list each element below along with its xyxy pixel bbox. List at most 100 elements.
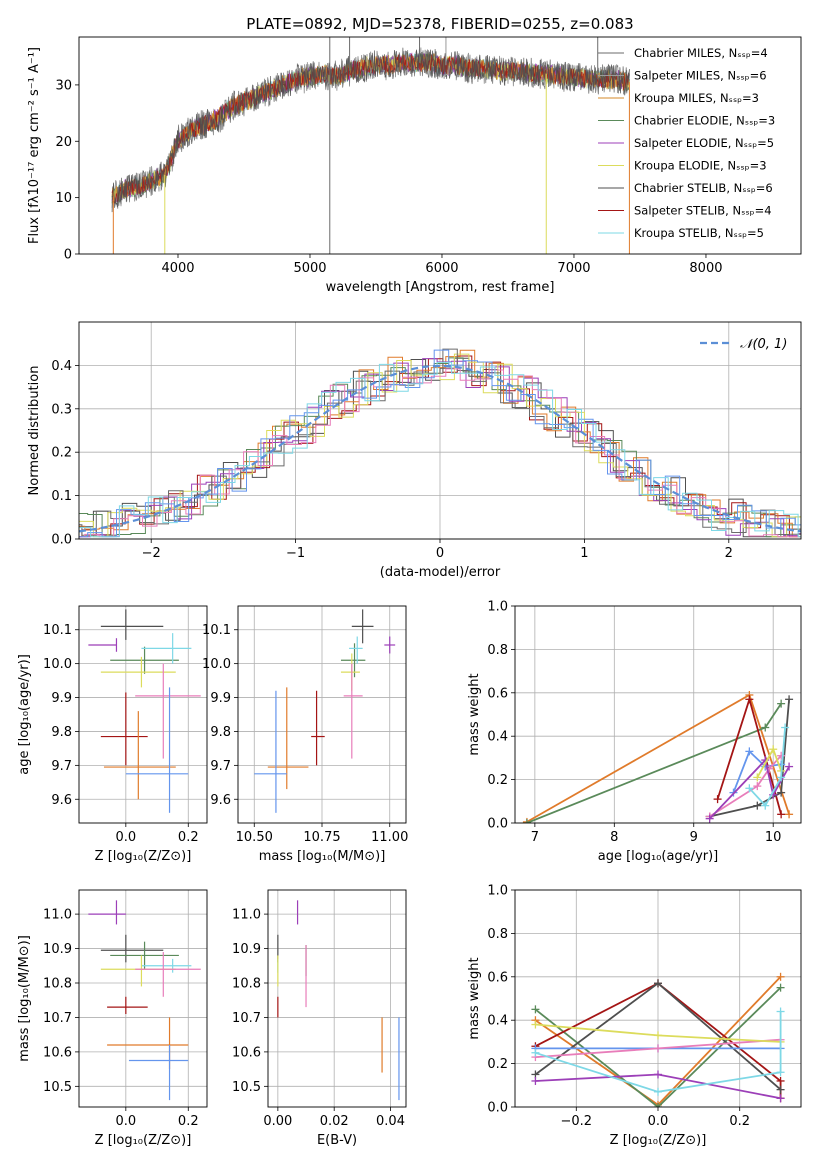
y-axis-label: age [log₁₀(age/yr)] (17, 654, 32, 775)
ticks: 0.0 0.2 10.5 10.6 10.7 10.8 10.9 11.0 (43, 908, 199, 1129)
x-tick-label: 0 (436, 546, 444, 561)
x-axis-label: mass [log₁₀(M/M⊙)] (259, 849, 386, 864)
y-tick-label: 20 (55, 135, 72, 150)
errorbar-point (110, 941, 179, 970)
y-tick-label: 10.1 (43, 623, 72, 638)
x-tick-label: 0.02 (320, 1114, 349, 1129)
residual-histogram (79, 349, 801, 538)
plot-content (111, 37, 630, 254)
weight-series (713, 695, 786, 819)
x-tick-label: 4000 (161, 261, 194, 276)
x-tick-label: −1 (286, 546, 305, 561)
y-tick-label: 10.6 (43, 1045, 72, 1060)
ticks: 0.00 0.02 0.04 10.5 10.6 10.7 10.8 10.9 11.0 (232, 908, 405, 1129)
weight-series (531, 1070, 785, 1103)
axes-age_vs_Z: 0.0 0.2 9.6 9.7 9.8 9.9 10.0 10.1 Z [log₁₀(Z/Z⊙)… (17, 605, 208, 864)
errorbar-point (343, 663, 363, 759)
plot-content (88, 609, 201, 813)
x-tick-label: 10.75 (303, 830, 340, 845)
figure-title: PLATE=0892, MJD=52378, FIBERID=0255, z=0… (246, 15, 633, 33)
y-tick-label: 10.6 (232, 1045, 261, 1060)
x-tick-label: −0.2 (560, 1114, 592, 1129)
plot-frame (78, 605, 208, 824)
errorbar-point (384, 636, 396, 654)
ticks: 0.0 0.2 9.6 9.7 9.8 9.9 10.0 10.1 (43, 623, 199, 845)
y-axis-label: Normed distribution (27, 366, 42, 496)
y-tick-label: 10.8 (232, 977, 261, 992)
ticks: −2 −1 0 1 2 0.0 0.1 0.2 0.3 0.4 (51, 359, 733, 561)
errorbar-point (135, 952, 201, 997)
y-tick-label: 10.5 (232, 1080, 261, 1095)
plot-area (268, 890, 406, 1107)
plot-frame (78, 321, 802, 540)
y-tick-label: 0.2 (51, 446, 72, 461)
y-tick-label: 0.1 (51, 489, 72, 504)
plot-frame (237, 605, 407, 824)
y-tick-label: 0.0 (487, 1101, 508, 1116)
plot-frame (78, 889, 208, 1108)
weight-series (531, 1007, 785, 1096)
errorbar-point (110, 646, 179, 674)
errorbar-point (311, 690, 325, 766)
x-axis-label: wavelength [Angstrom, rest frame] (326, 280, 555, 295)
y-tick-label: 10.9 (232, 942, 261, 957)
y-tick-label: 0.6 (487, 970, 508, 985)
y-tick-label: 0.0 (487, 817, 508, 832)
errorbar-point (100, 934, 164, 963)
axes-weight_vs_age: 7 8 9 10 0.0 0.2 0.4 0.6 0.8 1.0 age [log₁₀(age/yr… (467, 600, 802, 864)
errorbar-point (141, 958, 192, 973)
x-tick-label: 0.0 (648, 1114, 669, 1129)
y-axis-label: mass weight (467, 673, 482, 755)
y-tick-label: 9.9 (210, 691, 231, 706)
spectrum-line (111, 47, 630, 208)
y-tick-label: 0.0 (51, 533, 72, 548)
ticks: 4000 5000 6000 7000 8000 0 10 20 30 (55, 78, 722, 276)
errorbar-point (88, 638, 118, 652)
y-tick-label: 9.7 (51, 759, 72, 774)
y-tick-label: 0.6 (487, 686, 508, 701)
weight-line (535, 1011, 782, 1093)
residual-histogram (79, 361, 801, 538)
x-tick-label: 5000 (293, 261, 326, 276)
legend-label: Chabrier MILES, Nₛₛₚ=4 (634, 46, 768, 60)
legend-label: Kroupa MILES, Nₛₛₚ=3 (634, 91, 759, 105)
axes-spectrum: 4000 5000 6000 7000 8000 0 10 20 30 wavelength [A… (27, 36, 802, 295)
x-axis-label: Z [log₁₀(Z/Z⊙)] (95, 1133, 192, 1148)
y-tick-label: 1.0 (487, 600, 508, 615)
axes-residuals: −2 −1 0 1 2 0.0 0.1 0.2 0.3 0.4 (data-model)/error… (27, 321, 802, 580)
x-tick-label: 7 (531, 830, 539, 845)
legend-label: Chabrier STELIB, Nₛₛₚ=6 (634, 181, 773, 195)
x-tick-label: 9 (690, 830, 698, 845)
errorbar-point (349, 636, 363, 664)
y-axis-label: Flux [fλ10⁻¹⁷ erg cm⁻² s⁻¹ A⁻¹] (27, 47, 42, 244)
y-tick-label: 10.8 (43, 977, 72, 992)
legend-label: Kroupa ELODIE, Nₛₛₚ=3 (634, 159, 767, 173)
y-tick-label: 0.8 (487, 643, 508, 658)
x-tick-label: 0.00 (263, 1114, 292, 1129)
x-tick-label: −2 (142, 546, 161, 561)
weight-line (748, 727, 786, 808)
x-tick-label: 1 (580, 546, 588, 561)
errorbar-point (351, 609, 374, 644)
x-tick-label: 0.2 (178, 830, 199, 845)
x-tick-label: 8 (610, 830, 618, 845)
errorbar-point (125, 687, 189, 813)
ticks: −0.2 0.0 0.2 0.0 0.2 0.4 0.6 0.8 1.0 (487, 884, 750, 1130)
plot-content (79, 348, 801, 538)
ticks: 7 8 9 10 0.0 0.2 0.4 0.6 0.8 1.0 (487, 600, 781, 846)
weight-series (531, 979, 785, 1094)
y-axis-label: mass [log₁₀(M/M⊙)] (17, 935, 32, 1062)
y-tick-label: 11.0 (43, 908, 72, 923)
legend: 𝒩(0, 1) (700, 337, 787, 352)
plot-content (531, 972, 785, 1107)
y-axis-label: mass weight (467, 957, 482, 1039)
axes-weight_vs_Z: −0.2 0.0 0.2 0.0 0.2 0.4 0.6 0.8 1.0 Z [log₁₀(Z/Z… (467, 884, 802, 1148)
y-tick-label: 10.5 (43, 1080, 72, 1095)
legend: Chabrier MILES, Nₛₛₚ=4 Salpeter MILES, Nₛ… (598, 46, 775, 240)
weight-series (531, 983, 785, 1107)
errorbar-point (107, 996, 148, 1014)
weight-series (745, 723, 790, 810)
legend-label: 𝒩(0, 1) (740, 337, 787, 352)
plot-frame (267, 889, 407, 1108)
